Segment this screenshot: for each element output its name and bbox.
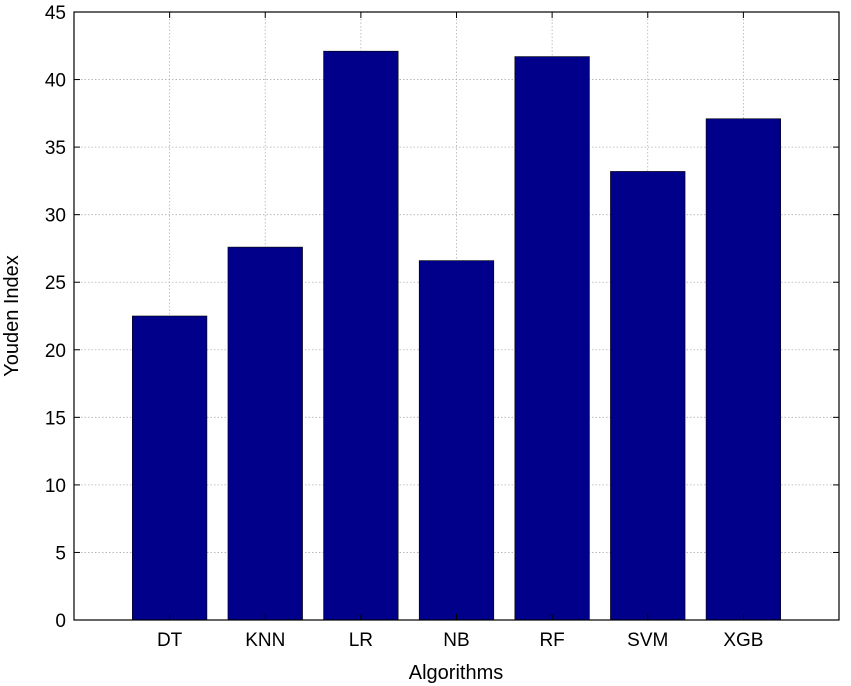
x-tick-label: RF xyxy=(539,630,564,651)
y-axis-title: Youden Index xyxy=(1,255,23,377)
y-tick-label: 30 xyxy=(45,206,66,227)
x-tick-label: NB xyxy=(443,630,469,651)
y-tick-label: 0 xyxy=(55,611,66,632)
y-tick-label: 35 xyxy=(45,138,66,159)
y-tick-label: 40 xyxy=(45,71,66,92)
label-layer: 0 5 10 15 20 25 30 35 40 45 DT KNN LR NB RF SVM XGB xyxy=(45,3,764,651)
x-tick-label: DT xyxy=(157,630,183,651)
y-tick-label: 20 xyxy=(45,341,66,362)
bar-knn xyxy=(227,246,303,621)
bar-xgb xyxy=(705,118,781,621)
bar-svm xyxy=(610,171,686,621)
x-tick-label: LR xyxy=(349,630,373,651)
y-tick-label: 45 xyxy=(45,3,66,24)
y-tick-label: 5 xyxy=(55,543,66,564)
x-tick-label: SVM xyxy=(627,630,668,651)
y-tick-label: 25 xyxy=(45,273,66,294)
bar-lr xyxy=(323,50,399,621)
x-tick-label: KNN xyxy=(245,630,285,651)
bar-dt xyxy=(132,315,208,621)
y-tick-label: 15 xyxy=(45,408,66,429)
bar-layer xyxy=(132,50,781,621)
bar-rf xyxy=(514,56,590,621)
y-tick-label: 10 xyxy=(45,476,66,497)
x-axis-title: Algorithms xyxy=(409,662,503,684)
x-tick-label: XGB xyxy=(723,630,763,651)
tick-layer xyxy=(74,11,839,621)
bar-nb xyxy=(418,260,495,621)
